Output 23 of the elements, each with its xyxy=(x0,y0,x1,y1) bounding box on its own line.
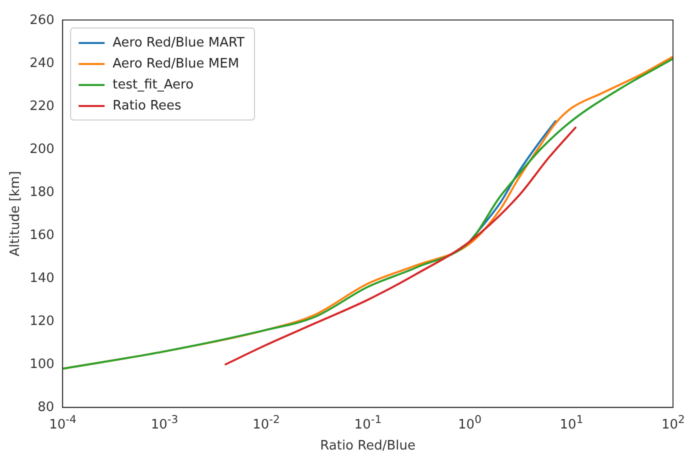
y-tick-label: 220 xyxy=(30,98,54,114)
x-tick-label: 10$^{-4}$ xyxy=(49,413,76,433)
y-tick-label: 260 xyxy=(30,12,54,28)
x-tick-label: 10$^{-1}$ xyxy=(354,413,382,433)
y-tick-label: 80 xyxy=(38,400,54,415)
x-tick-label: 10$^{0}$ xyxy=(458,413,482,433)
legend-label: Aero Red/Blue MEM xyxy=(112,56,240,72)
y-tick-label: 200 xyxy=(30,142,54,157)
legend-label: Aero Red/Blue MART xyxy=(112,35,245,50)
x-tick-label: 10$^{2}$ xyxy=(662,413,685,433)
legend-label: test_fit_Aero xyxy=(112,77,194,92)
y-tick-label: 240 xyxy=(30,56,54,71)
x-tick-label: 10$^{1}$ xyxy=(560,413,584,433)
y-axis-title: Altitude [km] xyxy=(8,171,24,256)
x-axis-title: Ratio Red/Blue xyxy=(320,438,416,454)
y-tick-label: 120 xyxy=(30,314,54,329)
x-tick-label: 10$^{-3}$ xyxy=(150,413,178,433)
x-tick-label: 10$^{-2}$ xyxy=(252,413,280,433)
y-tick-label: 140 xyxy=(30,270,54,286)
y-tick-label: 160 xyxy=(30,228,54,243)
y-tick-label: 180 xyxy=(30,184,54,200)
legend-label: Ratio Rees xyxy=(112,98,182,114)
y-tick-label: 100 xyxy=(30,356,54,372)
